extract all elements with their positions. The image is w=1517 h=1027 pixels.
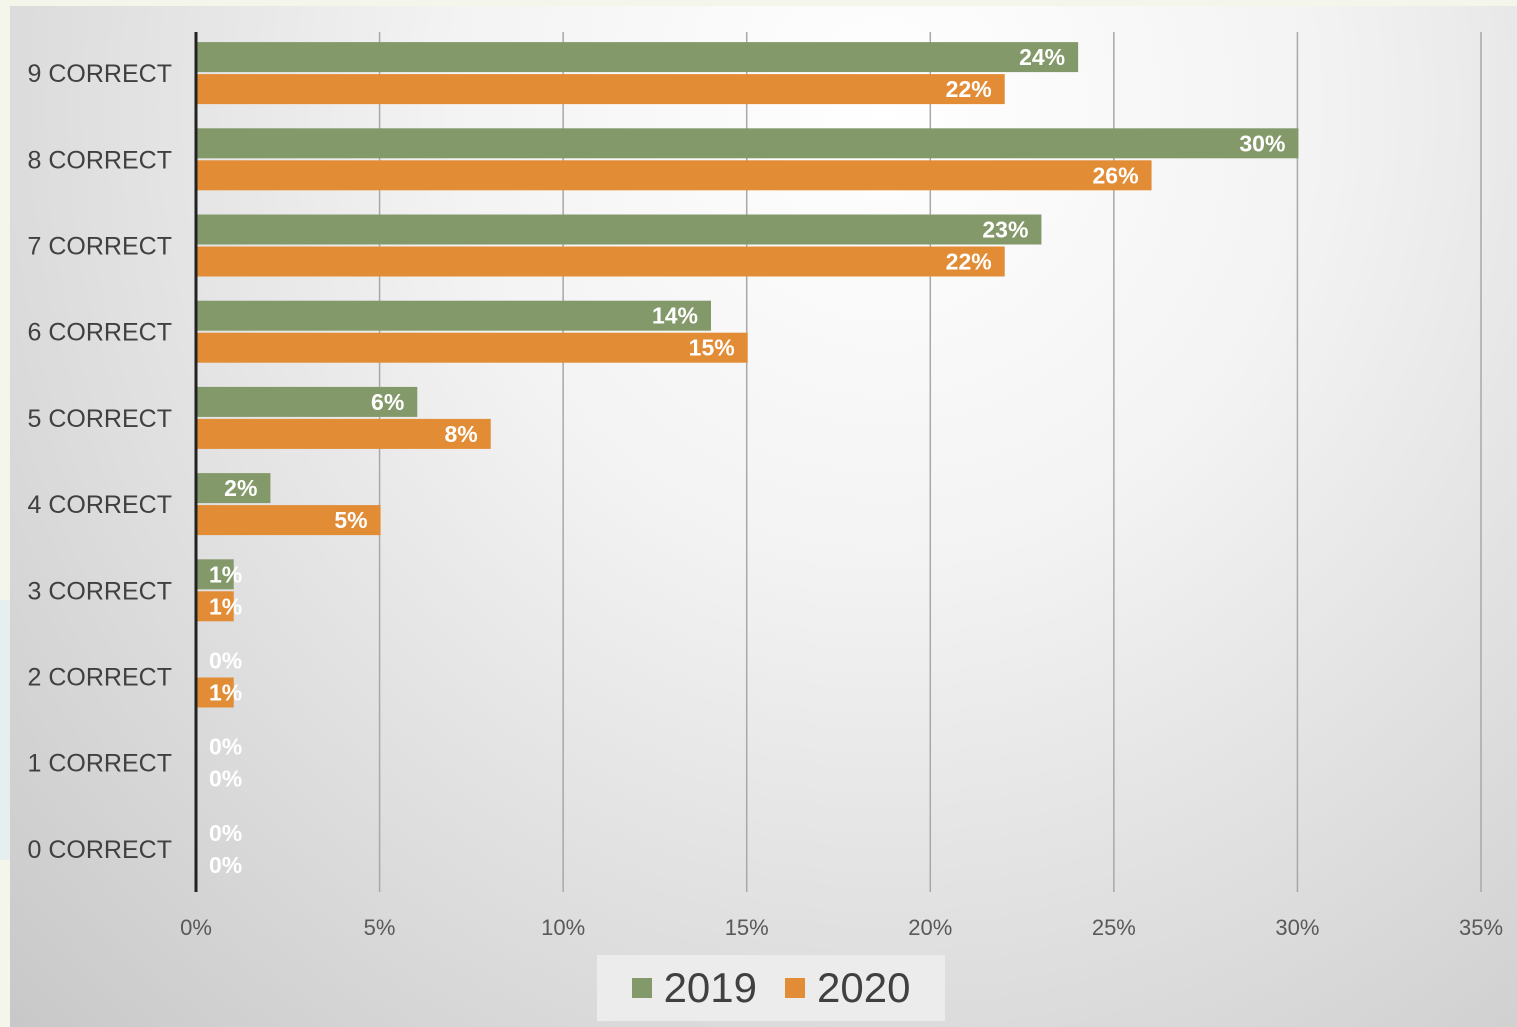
data-label: 1% — [209, 680, 242, 706]
data-labels: 24% 22% 30% 26% 23% 22% 14% 15% 6% 8% 2% 5% 1% 1% 0% 1%… — [209, 44, 1285, 878]
data-label: 0% — [209, 648, 242, 674]
legend-item-2019: 2019 — [631, 964, 757, 1012]
bars — [197, 42, 1299, 708]
bar-2019 — [197, 300, 711, 331]
category-label: 5 CORRECT — [28, 405, 172, 433]
bar-2019 — [197, 386, 418, 417]
category-label: 6 CORRECT — [28, 319, 172, 347]
bar-2019 — [197, 128, 1299, 159]
category-label: 0 CORRECT — [28, 836, 172, 864]
data-label: 22% — [946, 76, 992, 102]
data-label: 22% — [946, 249, 992, 275]
data-label: 1% — [209, 561, 242, 587]
data-label: 8% — [444, 421, 477, 447]
data-label: 0% — [209, 734, 242, 760]
category-label: 9 CORRECT — [28, 60, 172, 88]
legend-item-2020: 2020 — [785, 964, 910, 1012]
data-label: 6% — [371, 389, 404, 415]
bar-2019 — [197, 42, 1079, 73]
bar-2019 — [197, 559, 234, 590]
legend-swatch-2020 — [785, 978, 805, 998]
x-tick-label: 15% — [725, 915, 769, 940]
legend-label-2020: 2020 — [817, 964, 911, 1011]
bar-2020 — [197, 160, 1152, 191]
data-label: 15% — [689, 335, 735, 361]
bar-2020 — [197, 74, 1005, 105]
left-accent-strip — [0, 600, 10, 860]
data-label: 26% — [1093, 162, 1139, 188]
data-label: 14% — [652, 303, 698, 329]
bar-2020 — [197, 246, 1005, 277]
x-tick-label: 35% — [1459, 915, 1503, 940]
x-tick-labels: 0% 5% 10% 15% 20% 25% 30% 35% — [180, 915, 1503, 940]
category-label: 4 CORRECT — [28, 491, 172, 519]
legend-label-2019: 2019 — [663, 964, 757, 1011]
category-label: 2 CORRECT — [28, 664, 172, 692]
bar-2020 — [197, 505, 381, 536]
category-label: 8 CORRECT — [28, 146, 172, 174]
data-label: 23% — [982, 217, 1028, 243]
legend: 2019 2020 — [597, 955, 945, 1021]
x-tick-label: 10% — [541, 915, 585, 940]
bar-2019 — [197, 214, 1042, 245]
x-tick-label: 0% — [180, 915, 212, 940]
x-tick-label: 20% — [908, 915, 952, 940]
data-label: 0% — [209, 766, 242, 792]
bar-2020 — [197, 591, 234, 622]
category-label: 3 CORRECT — [28, 577, 172, 605]
bar-2020 — [197, 332, 748, 363]
data-label: 2% — [224, 475, 257, 501]
x-tick-label: 25% — [1092, 915, 1136, 940]
x-tick-label: 5% — [364, 915, 396, 940]
data-label: 30% — [1239, 130, 1285, 156]
data-label: 0% — [209, 820, 242, 846]
bar-2019 — [197, 473, 271, 504]
category-labels: 9 CORRECT 8 CORRECT 7 CORRECT 6 CORRECT 5 CO… — [28, 60, 172, 864]
data-label: 5% — [334, 507, 367, 533]
bar-2020 — [197, 418, 491, 449]
x-tick-label: 30% — [1275, 915, 1319, 940]
category-label: 1 CORRECT — [28, 750, 172, 778]
data-label: 1% — [209, 593, 242, 619]
data-label: 24% — [1019, 44, 1065, 70]
legend-swatch-2019 — [631, 978, 652, 998]
data-label: 0% — [209, 852, 242, 878]
category-label: 7 CORRECT — [28, 233, 172, 261]
bar-2020 — [197, 677, 234, 708]
